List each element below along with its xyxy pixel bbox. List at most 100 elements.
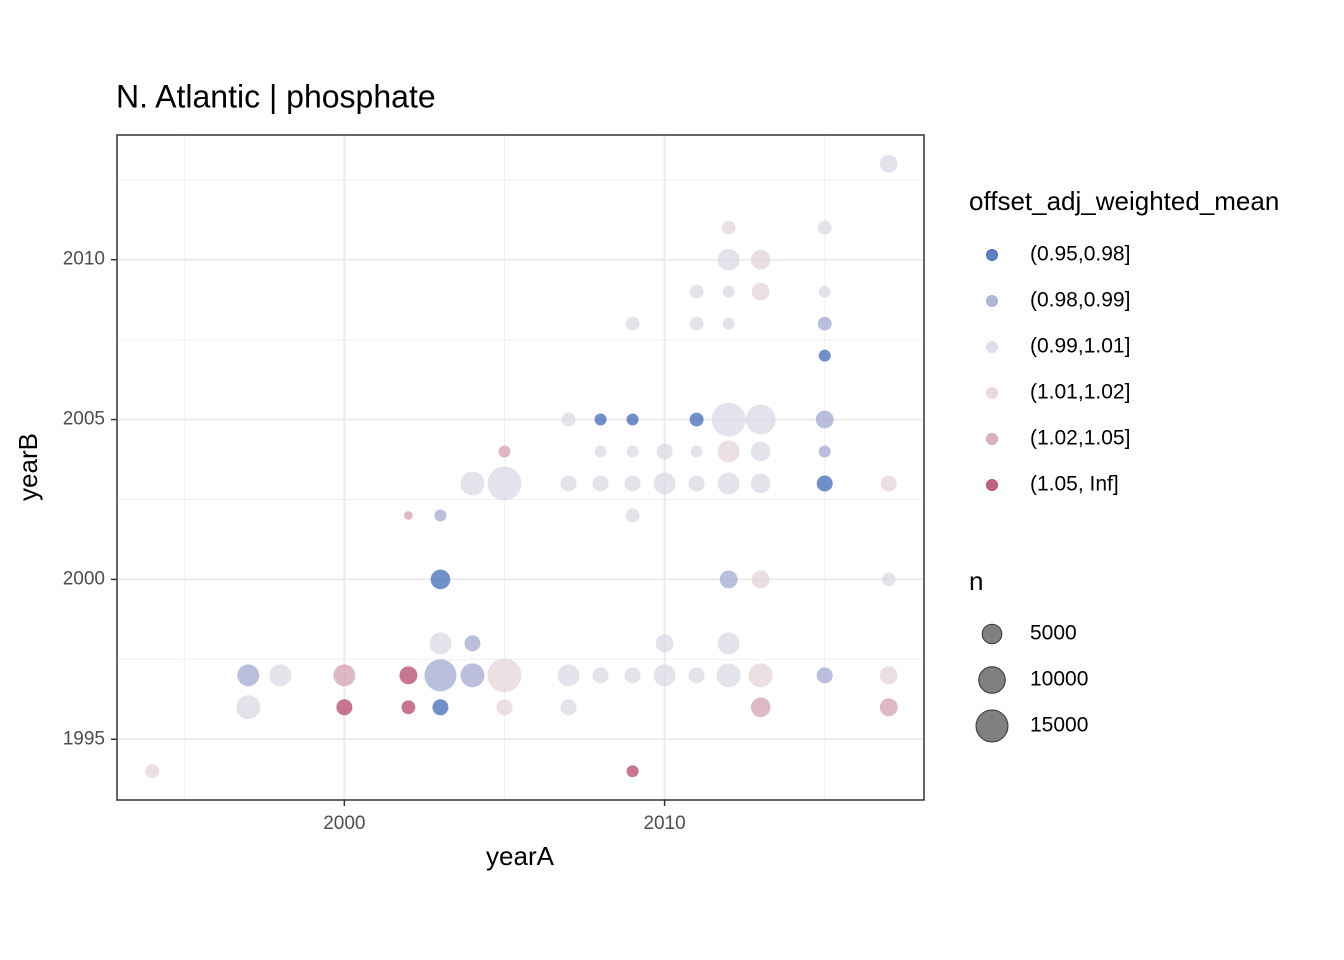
point — [404, 511, 413, 520]
size-legend-label: 10000 — [1030, 668, 1088, 691]
point — [750, 249, 771, 270]
point — [399, 666, 418, 685]
point — [689, 316, 704, 331]
point — [401, 700, 416, 715]
point — [689, 284, 704, 299]
point — [625, 508, 640, 523]
point — [879, 154, 898, 173]
point — [719, 570, 738, 589]
point — [624, 667, 641, 684]
point — [430, 569, 451, 590]
legend-label: (1.05, Inf] — [1030, 473, 1119, 496]
x-axis-label: yearA — [486, 841, 555, 871]
point — [236, 695, 261, 720]
point — [145, 764, 160, 779]
size-legend-swatch — [978, 666, 1006, 694]
plot-border — [116, 134, 925, 801]
point — [711, 402, 746, 437]
legend-label: (0.99,1.01] — [1030, 335, 1130, 358]
point — [722, 285, 735, 298]
point — [237, 664, 260, 687]
point — [269, 664, 292, 687]
x-tick-label: 2000 — [323, 813, 365, 834]
point — [879, 666, 898, 685]
legend-label: (0.95,0.98] — [1030, 243, 1130, 266]
size-legend-swatch — [981, 623, 1003, 645]
point — [750, 441, 771, 462]
point — [721, 220, 736, 235]
legend-swatch — [986, 479, 998, 491]
point — [815, 410, 834, 429]
point — [655, 634, 674, 653]
point — [717, 632, 740, 655]
point — [594, 413, 607, 426]
point — [750, 697, 771, 718]
y-axis-label: yearB — [13, 433, 43, 501]
point — [434, 509, 447, 522]
point — [460, 663, 485, 688]
point — [690, 445, 703, 458]
point — [594, 445, 607, 458]
point — [688, 667, 705, 684]
point — [881, 572, 896, 587]
point — [424, 659, 457, 692]
point — [879, 698, 898, 717]
point — [880, 475, 897, 492]
point — [750, 473, 771, 494]
point — [496, 699, 513, 716]
point — [818, 445, 831, 458]
point — [751, 282, 770, 301]
point — [717, 440, 740, 463]
point — [336, 699, 353, 716]
size-legend-title: n — [969, 566, 983, 596]
point — [688, 475, 705, 492]
point — [626, 765, 639, 778]
legend-swatch — [986, 433, 998, 445]
point — [817, 316, 832, 331]
chart-title: N. Atlantic | phosphate — [116, 78, 436, 114]
point — [745, 404, 776, 435]
point — [560, 699, 577, 716]
legend-label: (1.02,1.05] — [1030, 427, 1130, 450]
size-legend-swatch — [975, 709, 1009, 743]
point — [818, 285, 831, 298]
point — [751, 570, 770, 589]
point — [460, 471, 485, 496]
legend-swatch — [986, 387, 998, 399]
point — [748, 663, 773, 688]
y-tick-label: 2010 — [63, 249, 105, 270]
point — [656, 443, 673, 460]
point — [557, 664, 580, 687]
legend-label: (0.98,0.99] — [1030, 289, 1130, 312]
point — [464, 635, 481, 652]
point — [560, 475, 577, 492]
size-legend-label: 5000 — [1030, 622, 1077, 645]
point — [717, 472, 740, 495]
point — [487, 466, 522, 501]
point — [561, 412, 576, 427]
point — [487, 658, 522, 693]
point — [498, 445, 511, 458]
legend-swatch — [986, 249, 998, 261]
plot-background — [117, 135, 924, 800]
legend-swatch — [986, 295, 998, 307]
size-legend-label: 15000 — [1030, 714, 1088, 737]
point — [432, 699, 449, 716]
point — [689, 412, 704, 427]
point — [624, 475, 641, 492]
point — [625, 316, 640, 331]
point — [817, 220, 832, 235]
point — [716, 663, 741, 688]
point — [333, 664, 356, 687]
x-tick-label: 2010 — [643, 813, 685, 834]
legend-title: offset_adj_weighted_mean — [969, 186, 1279, 216]
point — [653, 472, 676, 495]
y-tick-label: 2000 — [63, 568, 105, 589]
y-tick-label: 1995 — [63, 728, 105, 749]
legend-swatch — [986, 341, 998, 353]
legend-label: (1.01,1.02] — [1030, 381, 1130, 404]
point — [592, 475, 609, 492]
point — [592, 667, 609, 684]
point — [818, 349, 831, 362]
